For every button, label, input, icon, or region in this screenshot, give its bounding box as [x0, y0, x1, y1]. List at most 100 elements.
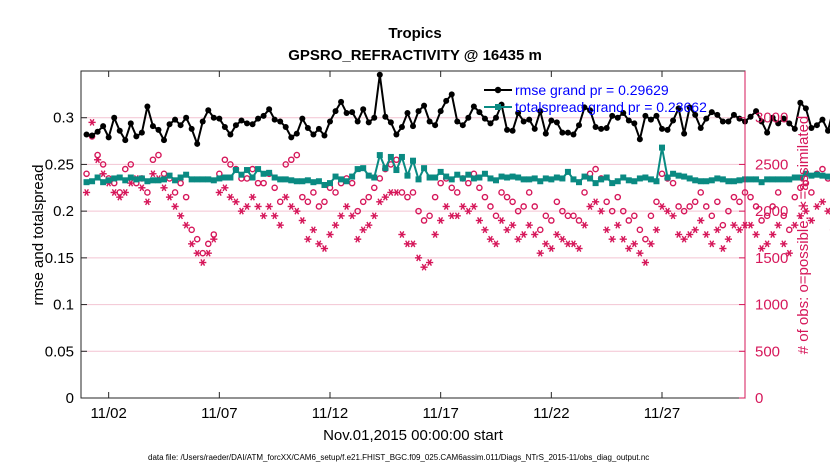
rmse-marker [293, 130, 300, 137]
possible-obs-marker [210, 231, 218, 238]
assimilated-obs-marker [414, 254, 423, 262]
possible-obs-marker [763, 212, 771, 220]
possible-obs-marker [669, 179, 677, 187]
assimilated-obs-marker [542, 240, 550, 248]
rmse-marker [210, 114, 217, 121]
assimilated-obs-marker [774, 221, 782, 229]
right-tick-label: 0 [755, 390, 763, 407]
asterisk-stroke [615, 221, 621, 229]
assimilated-obs-marker [691, 226, 699, 234]
possible-obs-marker [310, 189, 317, 196]
totalspread-marker [714, 175, 721, 182]
rmse-marker [415, 108, 422, 115]
totalspread-marker [664, 174, 671, 181]
totalspread-marker [382, 165, 389, 172]
totalspread-marker [537, 178, 544, 185]
assimilated-obs-marker [315, 240, 323, 248]
rmse-marker [443, 97, 450, 104]
asterisk-stroke [393, 188, 399, 196]
assimilated-obs-marker [232, 198, 240, 206]
rmse-marker [653, 112, 660, 119]
asterisk-stroke [310, 226, 316, 234]
totalspread-marker [172, 177, 179, 184]
totalspread-marker [631, 178, 638, 185]
asterisk-stroke [194, 249, 200, 257]
assimilated-obs-marker [625, 245, 633, 252]
asterisk-stroke [111, 188, 117, 196]
rmse-marker [730, 111, 737, 118]
asterisk-stroke [338, 212, 344, 220]
totalspread-marker [614, 178, 621, 185]
asterisk-stroke [471, 202, 477, 210]
possible-obs-marker [437, 179, 444, 187]
possible-obs-marker [553, 198, 561, 206]
totalspread-marker [758, 179, 765, 186]
totalspread-marker [327, 180, 333, 187]
rmse-marker [404, 110, 411, 117]
possible-obs-marker [287, 156, 295, 164]
assimilated-obs-marker [569, 240, 578, 248]
assimilated-obs-marker [536, 249, 544, 257]
possible-obs-marker [603, 198, 610, 206]
totalspread-marker [232, 167, 239, 174]
left-tick-label: 0.2 [53, 203, 74, 220]
assimilated-obs-marker [226, 193, 234, 201]
possible-obs-marker [702, 203, 710, 210]
asterisk-stroke [399, 231, 405, 238]
asterisk-stroke [299, 217, 305, 224]
rmse-marker [664, 126, 671, 133]
assimilated-obs-marker [287, 202, 295, 210]
totalspread-marker [515, 174, 522, 181]
possible-obs-marker [708, 212, 716, 220]
totalspread-marker [133, 176, 140, 183]
assimilated-obs-series [82, 118, 830, 271]
possible-obs-marker [608, 207, 616, 215]
possible-obs-marker [542, 212, 550, 220]
data-file-footer: data file: /Users/raeder/DAI/ATM_forcXX/… [148, 453, 649, 462]
right-tick-label: 3000 [755, 110, 788, 127]
totalspread-marker [542, 175, 549, 182]
asterisk-stroke [172, 202, 178, 210]
asterisk-stroke [239, 207, 244, 215]
possible-obs-marker [536, 226, 544, 234]
rmse-marker [133, 133, 140, 140]
asterisk-stroke [548, 245, 554, 252]
possible-obs-marker [271, 184, 278, 192]
possible-obs-marker [780, 212, 788, 220]
asterisk-stroke [814, 202, 820, 210]
totalspread-marker [819, 172, 826, 179]
assimilated-obs-marker [769, 231, 777, 238]
asterisk-stroke [770, 231, 776, 238]
legend-rmse-marker [494, 86, 502, 94]
totalspread-marker [310, 179, 317, 186]
totalspread-marker [570, 176, 577, 183]
chart-subtitle: GPSRO_REFRACTIVITY @ 16435 m [288, 47, 542, 64]
asterisk-stroke [703, 231, 709, 238]
assimilated-obs-marker [592, 198, 600, 206]
asterisk-stroke [305, 235, 311, 243]
possible-obs-marker [315, 203, 323, 210]
totalspread-marker [587, 175, 594, 182]
asterisk-stroke [454, 212, 460, 220]
possible-obs-marker [774, 189, 782, 196]
asterisk-stroke [189, 240, 195, 248]
assimilated-obs-marker [796, 212, 804, 220]
possible-obs-marker [182, 193, 190, 201]
rmse-marker [144, 103, 151, 110]
possible-obs-marker [299, 193, 306, 201]
assimilated-obs-marker [431, 231, 439, 238]
rmse-marker [426, 118, 433, 125]
asterisk-stroke [604, 226, 610, 234]
asterisk-stroke [510, 221, 516, 229]
totalspread-marker [338, 176, 345, 183]
rmse-marker [647, 116, 654, 123]
totalspread-marker [177, 174, 184, 181]
chart-title: Tropics [388, 25, 441, 42]
assimilated-obs-marker [702, 231, 710, 238]
assimilated-obs-marker [99, 170, 107, 178]
legend: rmse grand pr = 0.29629 totalspread gran… [484, 82, 707, 115]
asterisk-stroke [598, 207, 604, 215]
assimilated-obs-marker [149, 170, 157, 178]
x-tick-label: 11/12 [312, 405, 348, 422]
assimilated-obs-marker [669, 212, 677, 220]
